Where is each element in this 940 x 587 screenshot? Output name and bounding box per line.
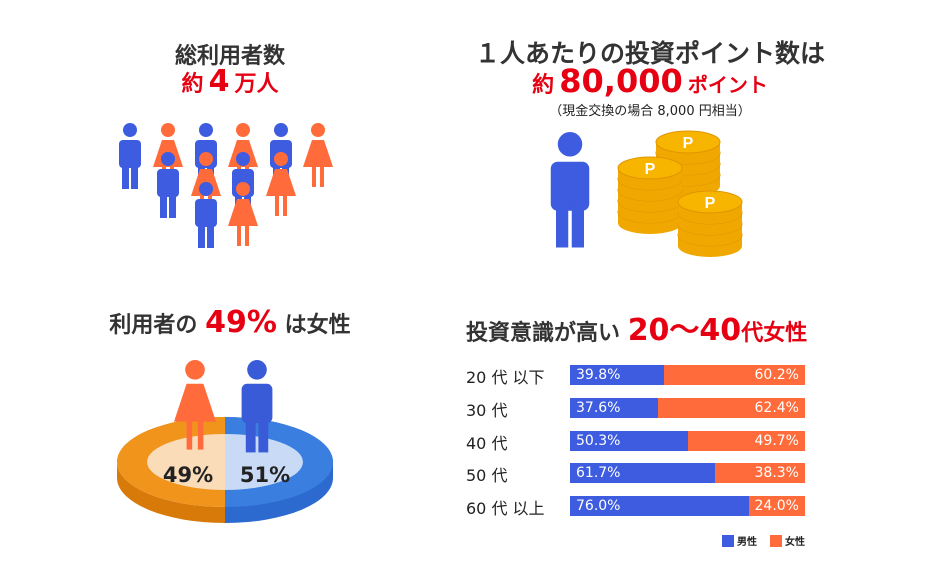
points-value: 約 80,000 ポイント [532, 62, 768, 100]
legend-male: 男性 [722, 533, 757, 548]
bar-segment-male: 61.7% [570, 463, 715, 483]
male-icon [195, 182, 217, 248]
bar-category-label: 60 代 以上 [466, 499, 545, 518]
points-note: （現金交換の場合 8,000 円相当） [549, 104, 751, 119]
users-value: 約 4 万人 [181, 64, 279, 99]
bar-row: 61.7% 38.3% [570, 463, 805, 483]
female-icon [303, 123, 333, 187]
legend-female: 女性 [770, 533, 805, 548]
bar-segment-female: 62.4% [658, 398, 805, 418]
coin-p-icon: P [683, 135, 694, 152]
bar-row: 76.0% 24.0% [570, 496, 805, 516]
coin-p-icon: P [705, 195, 716, 212]
bar-segment-female: 49.7% [688, 431, 805, 451]
people-pictogram [119, 123, 333, 248]
gender-title: 利用者の 49% は女性 [109, 305, 351, 340]
gender-pie-chart: 49% 51% [117, 360, 333, 523]
bar-segment-male: 76.0% [570, 496, 749, 516]
coin-p-icon: P [645, 161, 656, 178]
bar-category-label: 50 代 [466, 466, 508, 485]
age-title: 投資意識が高い 20〜40代女性 [466, 313, 808, 348]
male-icon [119, 123, 141, 189]
pie-data-label: 51% [240, 463, 290, 487]
points-title: １人あたりの投資ポイント数は [474, 39, 825, 68]
bar-category-label: 40 代 [466, 434, 508, 453]
bar-segment-male: 50.3% [570, 431, 689, 451]
male-icon [241, 360, 273, 453]
bar-segment-female: 60.2% [663, 365, 805, 385]
bar-segment-male: 37.6% [570, 398, 659, 418]
bar-segment-female: 24.0% [748, 496, 805, 516]
male-icon [157, 152, 179, 218]
legend-swatch-male [722, 534, 734, 547]
bar-row: 37.6% 62.4% [570, 398, 805, 418]
bar-row: 39.8% 60.2% [570, 365, 805, 385]
bar-row: 50.3% 49.7% [570, 431, 805, 451]
male-icon [550, 132, 590, 248]
bar-category-label: 20 代 以下 [466, 368, 545, 387]
legend-swatch-female [770, 534, 782, 547]
bar-segment-male: 39.8% [570, 365, 664, 385]
users-title: 総利用者数 [174, 44, 285, 69]
bar-segment-female: 38.3% [714, 463, 805, 483]
bar-category-label: 30 代 [466, 401, 508, 420]
coins-illustration: P P P [550, 130, 743, 257]
female-icon [266, 152, 296, 216]
female-icon [228, 182, 258, 246]
female-icon [174, 360, 216, 450]
pie-data-label: 49% [163, 463, 213, 487]
